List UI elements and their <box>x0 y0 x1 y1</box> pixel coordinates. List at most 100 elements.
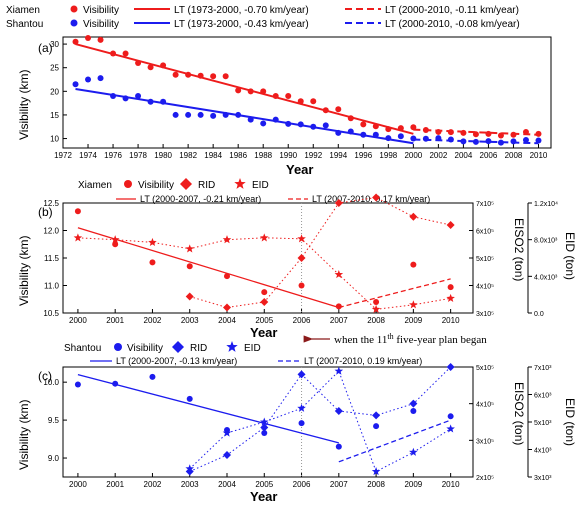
panel-b-x-tick-label: 2003 <box>181 316 199 325</box>
panel-b-eid-point <box>148 237 157 247</box>
panel-c-rid-point <box>260 423 269 432</box>
panel-a-point-shantou <box>260 120 267 127</box>
panel-a-point-xiamen <box>385 126 392 133</box>
panel-b-eid-point <box>73 233 83 242</box>
panel-a-point-shantou <box>210 112 217 119</box>
legend-b-eid-marker <box>234 178 246 189</box>
panel-b-visibility-point <box>335 303 342 310</box>
panel-b-visibility-point <box>224 273 230 280</box>
panel-c-x-tick-label: 2001 <box>106 480 124 489</box>
legend-b: Xiamen Visibility RID EID LT (2000-2007,… <box>78 178 430 204</box>
panel-c-trend-line <box>77 373 339 444</box>
panel-c-x-tick-label: 2004 <box>218 480 236 489</box>
panel-a-x-tick-label: 1982 <box>179 151 197 160</box>
panel-a-point-xiamen <box>372 123 379 130</box>
panel-c-ylabel-right1: EISO2 (ton) <box>512 382 526 445</box>
panel-c-x-tick-label: 2005 <box>255 480 273 489</box>
panel-b-eid-point <box>222 235 232 244</box>
panel-b-eid-point <box>297 234 306 243</box>
panel-a-point-xiamen <box>72 38 79 45</box>
plan-annotation: when the 11th five-year plan began <box>303 332 487 346</box>
panel-b-visibility-point <box>261 289 268 296</box>
panel-a-x-tick-label: 1980 <box>154 151 172 160</box>
panel-b-visibility-point <box>149 259 156 266</box>
panel-b-eid-point <box>110 235 120 244</box>
panel-c-x-tick-label: 2006 <box>293 480 311 489</box>
legend-a-xiamen-marker <box>70 5 78 13</box>
panel-b-y-tick-label: 11.0 <box>44 282 60 291</box>
panel-b-x-tick-label: 2009 <box>404 316 422 325</box>
legend-c-trend1-label: LT (2000-2007, -0.13 km/year) <box>116 356 237 366</box>
legend-a-shantou-marker <box>70 19 78 27</box>
panel-c-visibility-point <box>149 373 156 380</box>
legend-b-city: Xiamen <box>78 180 112 191</box>
legend-c-visibility-marker <box>114 343 122 351</box>
panel-c-visibility-point <box>112 380 119 387</box>
panel-c-frame <box>62 366 474 478</box>
panel-a-point-shantou <box>535 137 542 144</box>
panel-a-point-shantou <box>160 98 167 105</box>
panel-b-rid-point <box>372 193 381 202</box>
panel-b-rid-point <box>297 254 306 262</box>
panel-a-point-shantou <box>110 93 117 100</box>
panel-a-point-xiamen <box>522 128 529 135</box>
legend-a: Xiamen Visibility LT (1973-2000, -0.70 k… <box>6 5 520 30</box>
panel-c-rid-point <box>334 407 343 415</box>
panel-b-y-tick-label: 12.5 <box>43 199 59 208</box>
panel-c-visibility-point <box>410 408 417 414</box>
panel-a-point-xiamen <box>110 50 117 57</box>
panel-a-y-tick-label: 20 <box>50 87 59 96</box>
panel-c-y-tick-label: 10.0 <box>43 378 59 387</box>
panel-a-point-xiamen <box>460 129 467 136</box>
panel-b-eid-point <box>259 233 269 242</box>
panel-a-point-xiamen <box>122 50 129 57</box>
panel-a-point-shantou <box>310 123 317 130</box>
panel-b-visibility-point <box>410 261 417 268</box>
panel-b-ylabel: Visibility (km) <box>17 236 31 306</box>
panel-c-x-tick-label: 2007 <box>330 480 348 489</box>
panel-b-eid-tick-label: 0.0 <box>534 311 544 318</box>
legend-c-eid-label: EID <box>244 343 261 354</box>
panel-a-point-xiamen <box>435 128 442 135</box>
panel-c-eid-point <box>446 424 455 433</box>
panel-c-eid-point <box>185 464 195 473</box>
legend-c-rid-marker <box>172 341 184 353</box>
panel-b-trend-line <box>338 278 451 309</box>
panel-a-point-xiamen <box>235 87 242 94</box>
panel-a-point-shantou <box>422 135 429 142</box>
panel-c-rid-point <box>409 399 418 408</box>
panel-a-point-shantou <box>472 138 479 145</box>
legend-c-trend2-label: LT (2007-2010, 0.19 km/year) <box>304 356 422 366</box>
panel-c-eiso2-tick-label: 4x10⁵ <box>476 402 494 409</box>
panel-c-x-axis: 2000 2001 2002 2003 2004 2005 2006 2007 2008 2009… <box>69 473 460 489</box>
legend-a-shantou-trend2-label: LT (2000-2010, -0.08 km/year) <box>385 19 520 30</box>
panel-a-x-tick-label: 1972 <box>54 151 72 160</box>
panel-b-visibility-point <box>186 263 193 270</box>
panel-a-trend-line <box>75 87 414 145</box>
panel-b-frame <box>62 202 474 314</box>
panel-c-eid-tick-label: 3x10³ <box>534 475 552 482</box>
panel-c-visibility-point <box>373 423 380 430</box>
panel-a-point-shantou <box>522 136 529 143</box>
panel-a-x-tick-label: 1974 <box>79 151 97 160</box>
panel-a-point-xiamen <box>472 131 479 138</box>
panel-b-y-axis: 10.5 11.0 11.5 12.0 12.5 <box>43 199 67 318</box>
panel-c-eid-line <box>189 370 451 473</box>
panel-b-eiso2-tick-label: 3x10⁵ <box>476 311 494 318</box>
panel-c-visibility-point <box>335 443 342 450</box>
panel-a-x-tick-label: 1992 <box>304 151 322 160</box>
panel-c-xlabel: Year <box>250 489 277 504</box>
panel-a-tag: (a) <box>38 41 53 55</box>
panel-b-tag: (b) <box>38 205 53 219</box>
panel-a-y-tick-label: 15 <box>50 111 59 120</box>
panel-a-point-shantou <box>435 135 442 142</box>
panel-b-rid-point <box>409 212 418 221</box>
panel-c-visibility-point <box>261 430 268 436</box>
panel-c-eid-point <box>259 417 269 426</box>
panel-a-point-xiamen <box>172 71 179 78</box>
legend-b-eid-label: EID <box>252 180 269 191</box>
panel-a-point-xiamen <box>310 98 317 105</box>
panel-b-trend-line <box>77 227 340 309</box>
panel-a-point-xiamen <box>185 71 192 78</box>
panel-a-point-shantou <box>147 98 154 105</box>
